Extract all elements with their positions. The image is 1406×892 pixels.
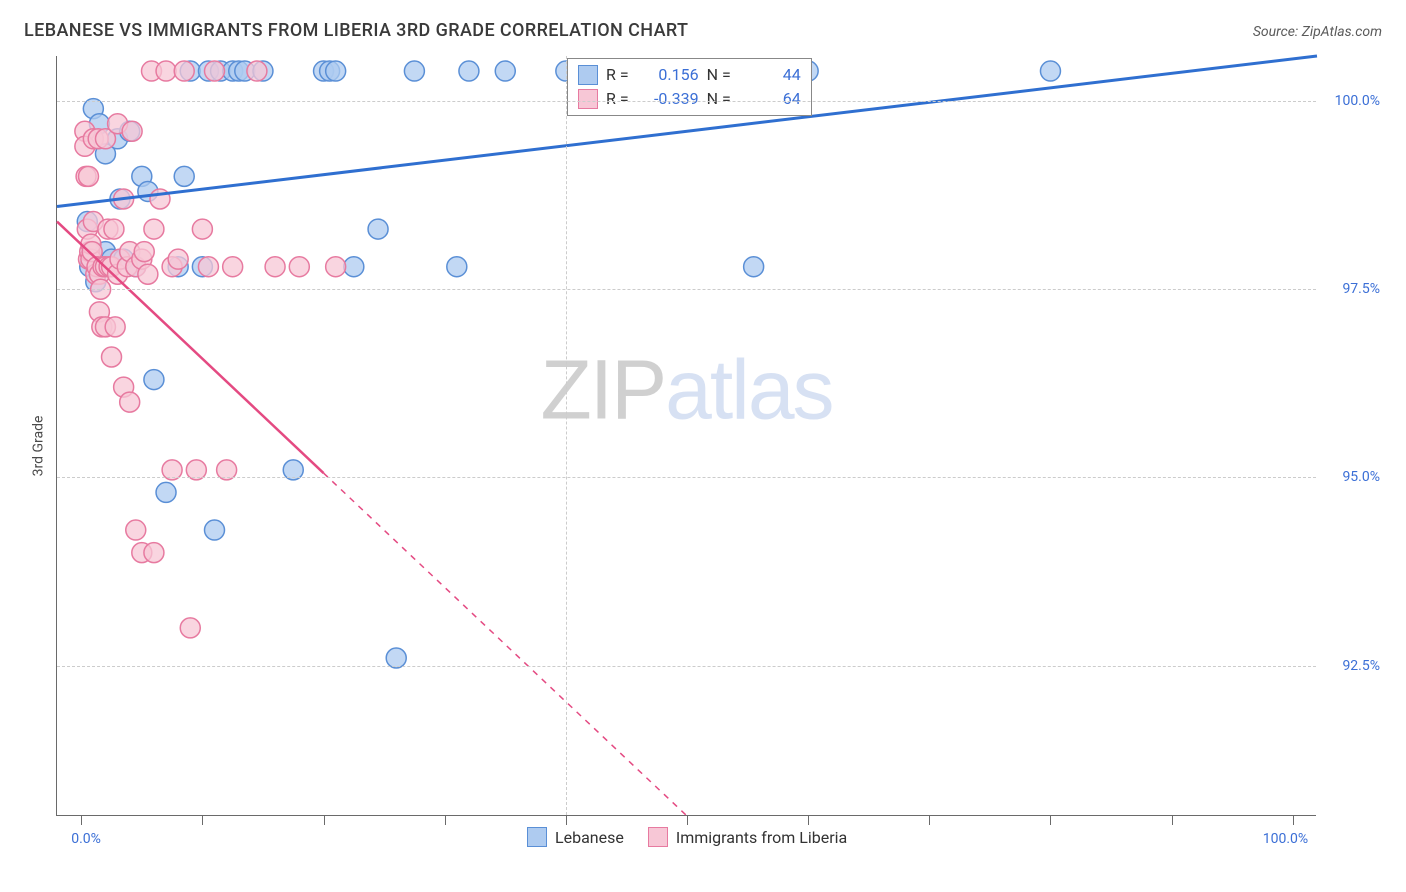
scatter-point <box>105 317 125 337</box>
scatter-point <box>265 257 285 277</box>
gridline-h <box>57 477 1316 478</box>
scatter-point <box>126 520 146 540</box>
scatter-point <box>102 347 122 367</box>
y-axis-label: 3rd Grade <box>30 416 46 477</box>
legend-label: Lebanese <box>555 828 624 847</box>
chart-title: LEBANESE VS IMMIGRANTS FROM LIBERIA 3RD … <box>24 20 688 41</box>
scatter-point <box>144 219 164 239</box>
legend-swatch <box>578 65 598 85</box>
scatter-point <box>495 61 515 81</box>
stat-r-value: -0.339 <box>637 87 699 111</box>
scatter-point <box>326 61 346 81</box>
gridline-h <box>57 101 1316 102</box>
stat-r-label: R = <box>606 87 629 111</box>
scatter-point <box>447 257 467 277</box>
y-tick-label: 100.0% <box>1335 93 1380 109</box>
gridline-v <box>566 56 567 815</box>
scatter-point <box>198 257 218 277</box>
stat-row: R = -0.339 N = 64 <box>578 87 801 111</box>
legend-item: Lebanese <box>527 827 624 847</box>
x-tick <box>1050 815 1051 825</box>
scatter-point <box>344 257 364 277</box>
x-tick-label-right: 100.0% <box>1263 831 1308 847</box>
x-tick <box>808 815 809 825</box>
scatter-point <box>223 257 243 277</box>
x-tick-label-left: 0.0% <box>71 831 101 847</box>
x-tick <box>1172 815 1173 825</box>
scatter-point <box>104 219 124 239</box>
stat-n-value: 64 <box>739 87 801 111</box>
scatter-point <box>156 61 176 81</box>
scatter-point <box>144 370 164 390</box>
plot-area: R =0.156N =44R =-0.339N =64 ZIPatlas Leb… <box>56 56 1316 816</box>
x-tick <box>445 815 446 825</box>
stat-row: R = 0.156 N = 44 <box>578 63 801 87</box>
x-tick <box>81 815 82 825</box>
scatter-point <box>168 249 188 269</box>
legend-swatch <box>648 827 668 847</box>
source-label: Source: ZipAtlas.com <box>1253 24 1382 40</box>
scatter-point <box>134 242 154 262</box>
scatter-point <box>156 482 176 502</box>
scatter-point <box>326 257 346 277</box>
scatter-point <box>404 61 424 81</box>
scatter-point <box>205 61 225 81</box>
scatter-point <box>368 219 388 239</box>
scatter-point <box>144 543 164 563</box>
scatter-point <box>79 166 99 186</box>
y-tick-label: 95.0% <box>1342 469 1380 485</box>
stat-r-value: 0.156 <box>637 63 699 87</box>
x-tick <box>324 815 325 825</box>
scatter-chart <box>57 56 1317 816</box>
legend-bottom: Lebanese Immigrants from Liberia <box>527 827 847 847</box>
legend-label: Immigrants from Liberia <box>676 828 847 847</box>
scatter-point <box>1040 61 1060 81</box>
gridline-h <box>57 289 1316 290</box>
scatter-point <box>174 166 194 186</box>
scatter-point <box>744 257 764 277</box>
x-tick <box>1293 815 1294 825</box>
legend-swatch <box>578 89 598 109</box>
scatter-point <box>174 61 194 81</box>
scatter-point <box>180 618 200 638</box>
stat-n-value: 44 <box>739 63 801 87</box>
scatter-point <box>205 520 225 540</box>
scatter-point <box>120 392 140 412</box>
scatter-point <box>138 264 158 284</box>
scatter-point <box>192 219 212 239</box>
y-tick-label: 97.5% <box>1342 281 1380 297</box>
scatter-point <box>247 61 267 81</box>
stats-legend-box: R = 0.156 N = 44 R = -0.339 N = 64 <box>567 58 812 116</box>
x-tick <box>202 815 203 825</box>
scatter-point <box>459 61 479 81</box>
y-tick-label: 92.5% <box>1342 658 1380 674</box>
stat-n-label: N = <box>707 63 731 87</box>
stat-r-label: R = <box>606 63 629 87</box>
trend-line-extrapolated <box>324 473 687 816</box>
x-tick <box>687 815 688 825</box>
x-tick <box>566 815 567 825</box>
trend-line <box>57 222 324 474</box>
legend-item: Immigrants from Liberia <box>648 827 847 847</box>
scatter-point <box>122 121 142 141</box>
legend-swatch <box>527 827 547 847</box>
gridline-h <box>57 666 1316 667</box>
x-tick <box>929 815 930 825</box>
scatter-point <box>289 257 309 277</box>
stat-n-label: N = <box>707 87 731 111</box>
